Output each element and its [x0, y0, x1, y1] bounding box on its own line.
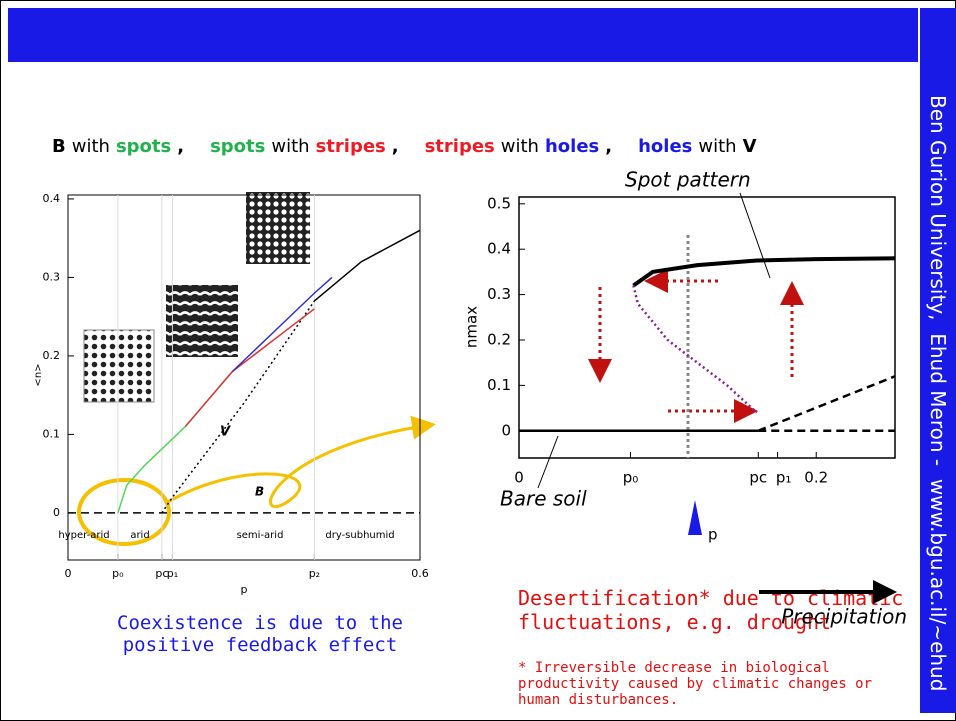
x-label: p: [241, 583, 248, 596]
x-tick-label: p₀: [623, 469, 639, 487]
y-tick-label: 0: [501, 421, 511, 439]
series-line: [232, 277, 332, 371]
y-tick-label: 0.4: [487, 240, 511, 258]
x-tick-label: p₀: [112, 567, 124, 580]
stripe-inset-pattern: [166, 285, 238, 357]
figures: 0 0.1 0.2 0.3 0.4 0 p₀ pc p₁ p₂ 0.6 p <n> hyper-arid a…: [0, 0, 920, 721]
y-tick-label: 0.1: [43, 427, 61, 440]
y-label: <n>: [33, 363, 44, 386]
region-label: dry-subhumid: [325, 530, 394, 541]
x-tick-label: p₂: [309, 567, 320, 580]
annotation: Spot pattern: [625, 168, 751, 192]
slide: Ben Gurion University, Ehud Meron - www.…: [0, 0, 956, 721]
y-tick-label: 0.3: [487, 285, 511, 303]
series-line: [758, 376, 895, 430]
annotation: B: [255, 485, 264, 499]
y-tick-label: 0.4: [43, 192, 61, 205]
x-tick-label: 0.6: [411, 567, 429, 580]
plot-frame: [519, 197, 895, 458]
side-text: Ben Gurion University, Ehud Meron - www.…: [926, 95, 950, 691]
spot-inset: [84, 330, 154, 402]
region-label: semi-arid: [237, 530, 284, 541]
series-line: [633, 258, 895, 285]
annotation: p: [708, 526, 718, 544]
x-tick-label: 0: [514, 469, 524, 487]
y-tick-label: 0: [53, 506, 60, 519]
pointer: [740, 193, 770, 278]
pointer: [538, 436, 558, 488]
hole-inset-pattern: [246, 192, 310, 264]
annotation: Bare soil: [500, 487, 587, 511]
arrows: [600, 281, 792, 411]
x-tick-label: p₁: [167, 567, 178, 580]
region-label: arid: [130, 530, 149, 541]
y-tick-label: 0.2: [487, 330, 511, 348]
region-label: hyper-arid: [58, 530, 109, 541]
x-tick-label: p₁: [776, 469, 792, 487]
x-tick-label: pc: [749, 469, 767, 487]
x-label: Precipitation: [781, 605, 907, 629]
series-line: [314, 230, 420, 301]
y-tick-label: 0.2: [43, 349, 61, 362]
series-line: [633, 286, 756, 413]
link-arrow: [168, 425, 430, 507]
y-tick-label: 0.5: [487, 194, 511, 212]
p-marker: [688, 500, 702, 535]
x-tick-label: 0: [65, 567, 72, 580]
x-tick-label: 0.2: [804, 469, 828, 487]
y-label: nmax: [463, 306, 481, 348]
y-tick-label: 0.1: [487, 376, 511, 394]
y-tick-label: 0.3: [43, 270, 61, 283]
